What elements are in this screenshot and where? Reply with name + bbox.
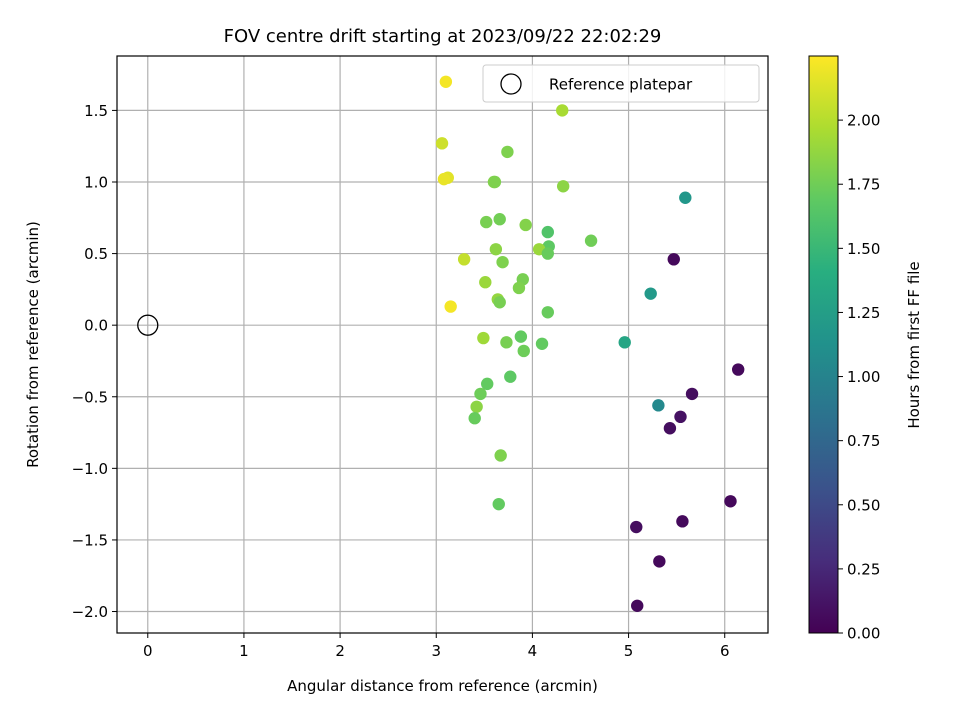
y-axis-label: Rotation from reference (arcmin) <box>24 221 42 468</box>
y-axis-ticks: −2.0 −1.5 −1.0 −0.5 0.0 0.5 1.0 1.5 <box>72 102 117 621</box>
data-point-31 <box>477 331 490 345</box>
data-point-50 <box>630 520 643 534</box>
data-point-36 <box>731 363 745 376</box>
data-point-30 <box>514 330 528 343</box>
colorbar-tick-label: 1.25 <box>847 304 880 322</box>
data-point-3 <box>501 145 514 159</box>
legend-box <box>482 64 760 103</box>
legend: Reference platepar <box>482 64 760 103</box>
colorbar-tick-label: 0.50 <box>847 496 880 514</box>
y-tick-label: 1.5 <box>84 102 108 120</box>
data-point-2 <box>435 137 449 150</box>
data-point-51 <box>653 555 666 568</box>
data-point-0 <box>439 75 453 88</box>
x-axis-label: Angular distance from reference (arcmin) <box>287 677 598 695</box>
legend-reference-marker <box>500 73 522 95</box>
y-tick-label: 0.5 <box>84 245 108 263</box>
colorbar-ticks: 0.00 0.25 0.50 0.75 1.00 1.25 1.50 1.75 2.00 <box>838 112 880 643</box>
y-tick-label: 1.0 <box>84 173 108 191</box>
data-point-19 <box>457 253 471 266</box>
data-point-5 <box>437 172 451 186</box>
data-point-28 <box>444 300 457 313</box>
x-tick-label: 6 <box>720 642 730 660</box>
data-point-9 <box>679 191 692 204</box>
data-point-40 <box>685 387 699 401</box>
data-point-21 <box>667 253 680 266</box>
data-point-52 <box>631 599 644 612</box>
reference-marker-layer <box>137 314 159 336</box>
colorbar-label: Hours from first FF file <box>905 261 923 428</box>
colorbar-tick-label: 1.00 <box>847 368 880 386</box>
data-point-35 <box>517 344 530 358</box>
colorbar-tick-label: 2.00 <box>847 112 880 130</box>
data-point-27 <box>493 296 506 309</box>
data-point-43 <box>468 412 481 425</box>
data-point-39 <box>474 387 487 401</box>
y-tick-label: 0.0 <box>84 317 108 335</box>
data-point-25 <box>644 287 657 300</box>
x-axis-ticks: 0 1 2 3 4 5 6 <box>143 633 730 660</box>
data-point-20 <box>496 255 509 269</box>
data-point-32 <box>500 336 513 349</box>
y-tick-label: −1.0 <box>72 460 108 478</box>
plot-area-frame <box>116 55 769 634</box>
legend-entry-label: Reference platepar <box>549 76 693 94</box>
colorbar-tick-label: 1.75 <box>847 176 880 194</box>
y-tick-label: −0.5 <box>72 388 108 406</box>
data-point-47 <box>724 495 737 508</box>
reference-platepar-marker <box>137 314 159 336</box>
x-tick-label: 0 <box>143 642 153 660</box>
y-tick-label: −1.5 <box>72 531 108 549</box>
data-point-48 <box>492 497 505 511</box>
y-tick-label: −2.0 <box>72 603 108 621</box>
data-point-1 <box>556 104 569 117</box>
x-tick-label: 4 <box>528 642 538 660</box>
data-point-33 <box>535 337 549 350</box>
colorbar-tick-label: 0.00 <box>847 625 880 643</box>
data-point-37 <box>504 370 517 383</box>
data-point-41 <box>470 400 483 413</box>
data-point-29 <box>541 306 554 319</box>
data-point-49 <box>676 515 689 528</box>
data-point-24 <box>512 281 526 295</box>
colorbar-gradient <box>808 55 839 634</box>
colorbar-tick-label: 0.75 <box>847 432 880 450</box>
data-point-23 <box>479 276 492 289</box>
data-point-18 <box>541 247 554 260</box>
data-point-45 <box>663 422 677 435</box>
x-tick-label: 1 <box>239 642 249 660</box>
chart-title: FOV centre drift starting at 2023/09/22 … <box>224 26 662 47</box>
data-point-12 <box>519 218 532 232</box>
data-point-38 <box>481 377 494 391</box>
data-point-8 <box>556 180 570 193</box>
x-tick-label: 2 <box>335 642 345 660</box>
data-point-44 <box>674 410 687 424</box>
data-point-11 <box>493 213 506 226</box>
data-point-13 <box>541 225 554 239</box>
data-point-42 <box>652 399 665 412</box>
x-tick-label: 5 <box>624 642 634 660</box>
data-point-16 <box>489 243 503 256</box>
colorbar-tick-label: 1.50 <box>847 240 880 258</box>
data-point-14 <box>584 234 598 247</box>
data-point-10 <box>480 215 493 229</box>
x-tick-label: 3 <box>431 642 441 660</box>
data-point-7 <box>488 175 502 189</box>
data-points <box>435 75 745 612</box>
colorbar: 0.00 0.25 0.50 0.75 1.00 1.25 1.50 1.75 2.00 Hou… <box>808 55 923 643</box>
data-point-46 <box>494 449 507 462</box>
colorbar-tick-label: 0.25 <box>847 560 880 578</box>
data-point-34 <box>618 336 631 349</box>
